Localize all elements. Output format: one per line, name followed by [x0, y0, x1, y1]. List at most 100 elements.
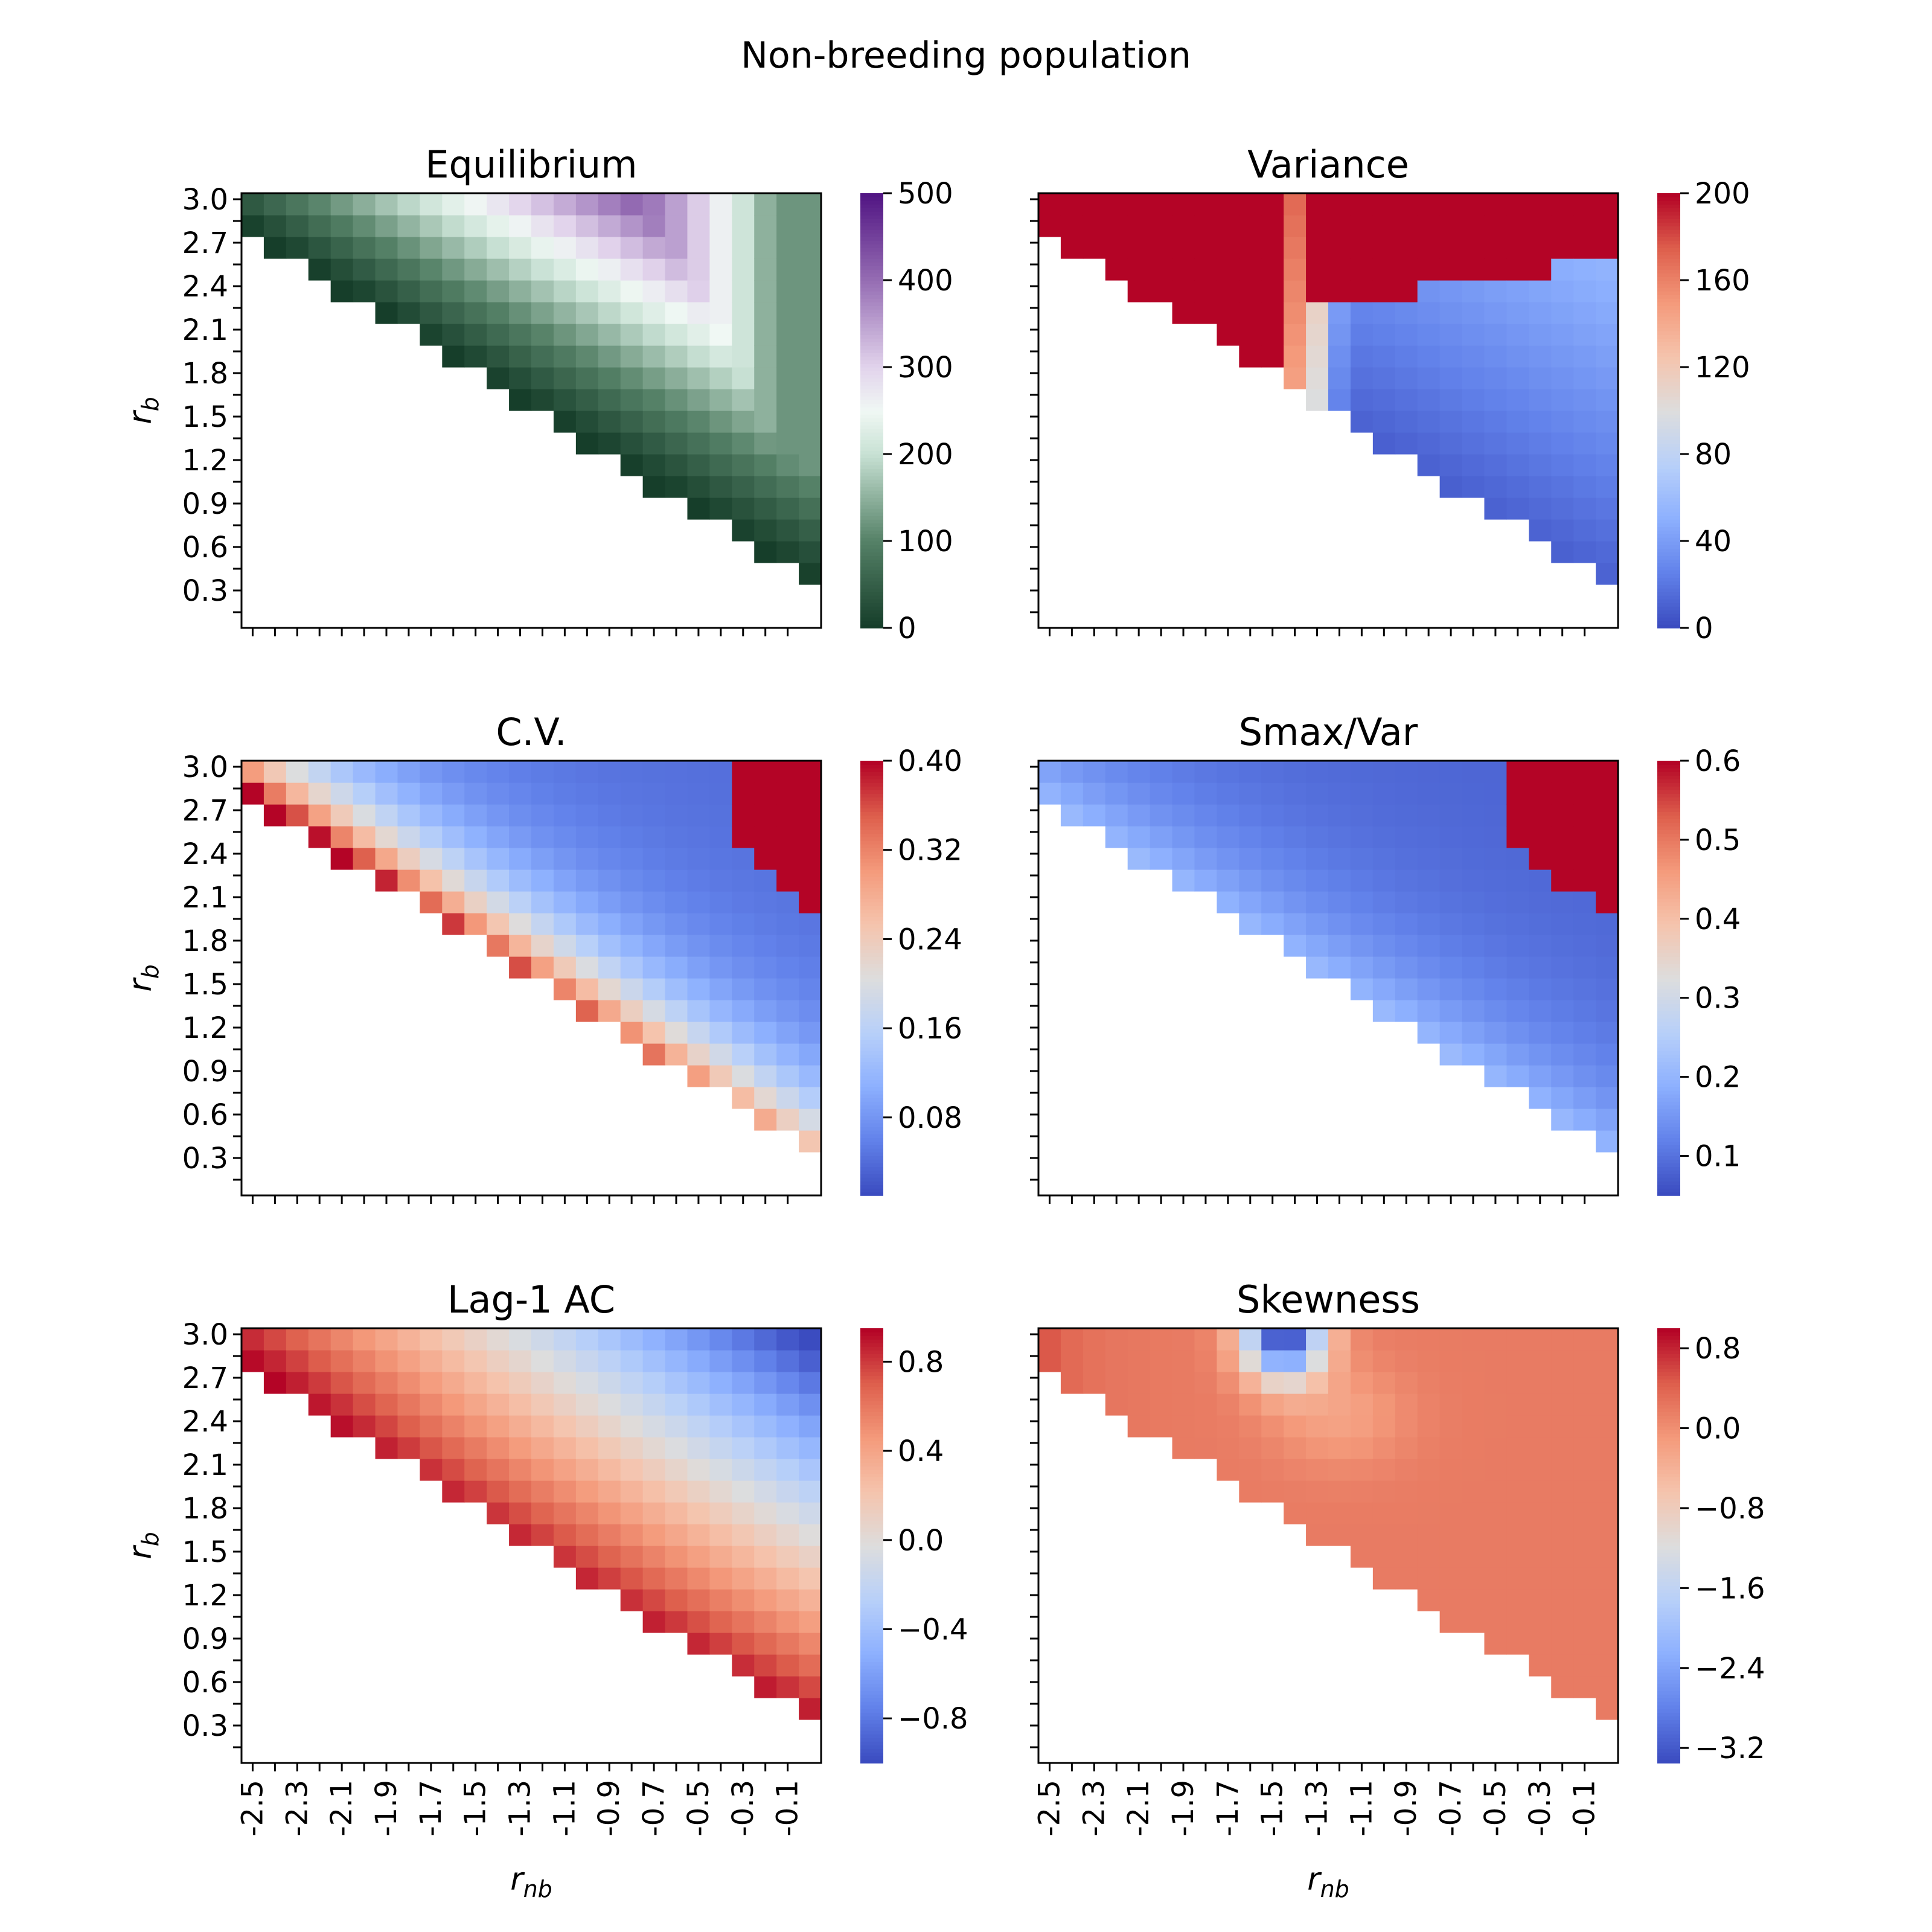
heatmap-cell: [1573, 1108, 1596, 1131]
colorbar-swatch: [1657, 851, 1680, 856]
heatmap-cell: [1462, 367, 1485, 389]
heatmap-cell: [1328, 891, 1351, 913]
heatmap-cell: [598, 913, 621, 935]
heatmap-cell: [1596, 913, 1619, 935]
colorbar-swatch: [860, 1061, 883, 1066]
colorbar-swatch: [1657, 396, 1680, 400]
colorbar-swatch: [860, 309, 883, 313]
heatmap-cell: [1194, 804, 1217, 827]
heatmap-cell: [732, 869, 755, 892]
colorbar-swatch: [1657, 1546, 1680, 1550]
heatmap-cell: [375, 1372, 398, 1394]
heatmap-cell: [553, 1524, 577, 1546]
heatmap-cell: [1372, 782, 1396, 805]
heatmap-cell: [665, 1546, 688, 1568]
colorbar-swatch: [860, 1083, 883, 1087]
colorbar-swatch: [1657, 570, 1680, 574]
heatmap-cell: [1395, 978, 1418, 1000]
heatmap-cell: [553, 1480, 577, 1503]
heatmap-cell: [553, 761, 577, 783]
x-tick-label: -0.5: [682, 1780, 715, 1837]
colorbar-swatch: [1657, 1065, 1680, 1069]
heatmap-cell: [509, 258, 532, 281]
colorbar-swatch: [860, 1567, 883, 1572]
heatmap-cell: [375, 761, 398, 783]
heatmap-cell: [665, 1415, 688, 1438]
heatmap-cell: [1506, 389, 1529, 411]
colorbar-swatch: [1657, 1437, 1680, 1441]
heatmap-cell: [598, 804, 621, 827]
colorbar-swatch: [1657, 1560, 1680, 1564]
heatmap-cell: [799, 1480, 822, 1503]
heatmap-cell: [1573, 1065, 1596, 1087]
heatmap-cell: [1462, 1043, 1485, 1066]
y-tick-label: 0.6: [182, 1098, 228, 1132]
heatmap-cell: [1395, 280, 1418, 302]
colorbar-swatch: [860, 877, 883, 881]
colorbar-swatch: [1657, 1748, 1680, 1753]
colorbar-swatch: [1657, 458, 1680, 462]
y-tick-label: 1.2: [182, 444, 228, 478]
heatmap-cell: [754, 324, 777, 346]
colorbar-swatch: [1657, 1422, 1680, 1427]
heatmap-cell: [1529, 1524, 1552, 1546]
colorbar-swatch: [1657, 811, 1680, 816]
heatmap-cell: [732, 367, 755, 389]
heatmap-cell: [754, 978, 777, 1000]
colorbar-swatch: [860, 204, 883, 208]
heatmap-cell: [1596, 1567, 1619, 1590]
colorbar-swatch: [1657, 356, 1680, 360]
heatmap-cell: [642, 1022, 666, 1044]
heatmap-cell: [598, 978, 621, 1000]
heatmap-cell: [1551, 1633, 1574, 1655]
heatmap-cell: [1261, 848, 1284, 870]
heatmap-cell: [1573, 935, 1596, 957]
colorbar-swatch: [1657, 960, 1680, 964]
heatmap-cell: [420, 761, 443, 783]
colorbar-swatch: [1657, 1636, 1680, 1640]
colorbar-swatch: [1657, 862, 1680, 866]
heatmap-cell: [1484, 1502, 1507, 1524]
colorbar-swatch: [860, 1022, 883, 1026]
heatmap-cell: [732, 1065, 755, 1087]
heatmap-cell: [1372, 826, 1396, 848]
heatmap-cell: [754, 345, 777, 368]
y-tick-label: 1.5: [182, 1535, 228, 1569]
colorbar-swatch: [860, 1756, 883, 1760]
heatmap-cell: [687, 978, 710, 1000]
heatmap-cell: [642, 1459, 666, 1481]
heatmap-cell: [1105, 1372, 1128, 1394]
colorbar-swatch: [860, 610, 883, 614]
colorbar-swatch: [1657, 1116, 1680, 1120]
heatmap-cell: [799, 1022, 822, 1044]
heatmap-cell: [1462, 215, 1485, 237]
heatmap-cell: [1239, 1350, 1262, 1372]
heatmap-cell: [665, 804, 688, 827]
heatmap-cell: [1127, 1415, 1151, 1438]
heatmap-cell: [442, 1372, 465, 1394]
heatmap-cell: [799, 1043, 822, 1066]
heatmap-cell: [575, 935, 599, 957]
heatmap-cell: [799, 1328, 822, 1351]
heatmap-cell: [1306, 367, 1329, 389]
colorbar-swatch: [1657, 211, 1680, 216]
heatmap-cell: [1239, 1328, 1262, 1351]
colorbar-swatch: [860, 548, 883, 552]
colorbar-swatch: [1657, 1520, 1680, 1524]
heatmap-cell: [642, 345, 666, 368]
heatmap-cell: [487, 761, 510, 783]
heatmap-cell: [665, 826, 688, 848]
heatmap-cell: [1328, 956, 1351, 979]
heatmap-cell: [1417, 432, 1441, 455]
heatmap-cell: [709, 1524, 732, 1546]
colorbar-swatch: [860, 775, 883, 779]
colorbar-swatch: [1657, 1752, 1680, 1756]
colorbar-swatch: [860, 1094, 883, 1098]
heatmap-cell: [776, 1524, 799, 1546]
heatmap-cell: [1105, 782, 1128, 805]
colorbar-swatch: [1657, 1080, 1680, 1084]
heatmap-cell: [442, 1459, 465, 1481]
colorbar-swatch: [860, 1517, 883, 1521]
heatmap-cell: [754, 956, 777, 979]
colorbar-swatch: [860, 516, 883, 520]
